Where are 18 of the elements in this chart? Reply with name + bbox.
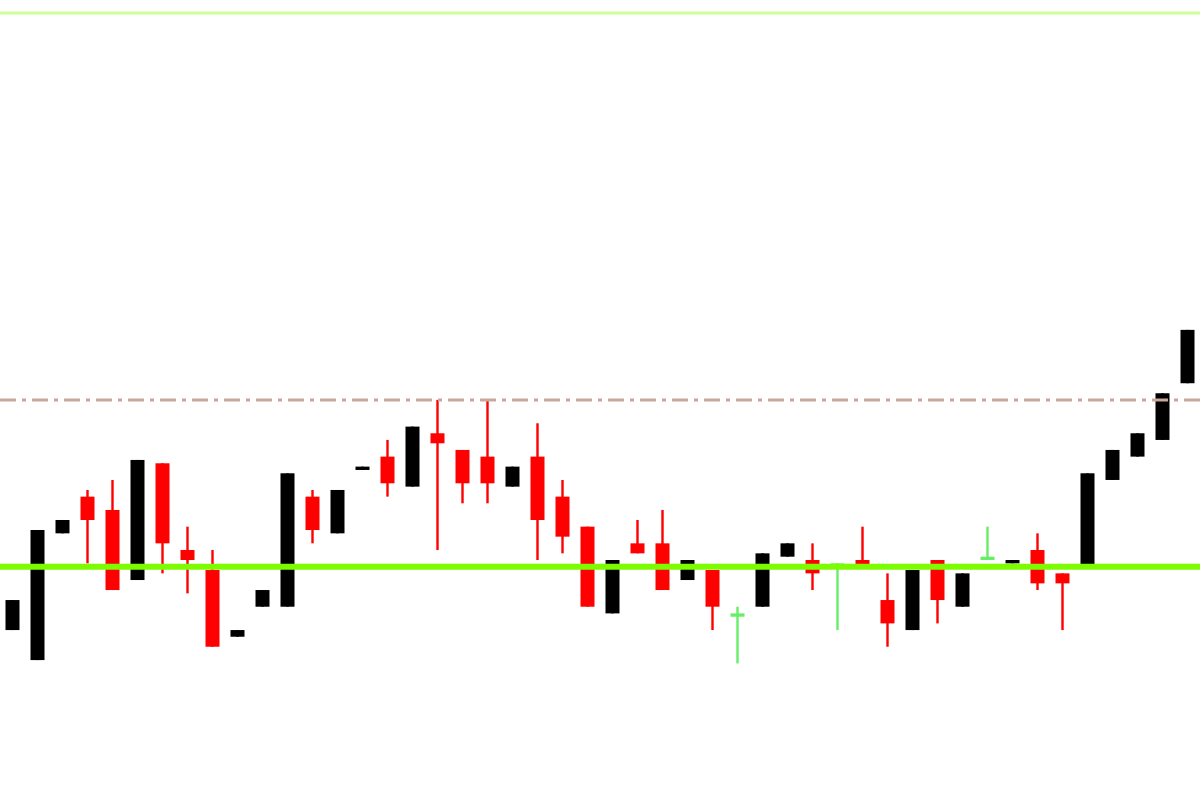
candlestick xyxy=(955,572,970,608)
candlestick xyxy=(880,572,895,648)
candlestick xyxy=(705,568,720,632)
candlestick xyxy=(80,488,95,565)
candlestick xyxy=(630,518,645,555)
candlestick xyxy=(480,398,495,505)
candlestick xyxy=(1105,448,1120,482)
candlestick xyxy=(5,598,20,632)
candlestick xyxy=(430,398,445,552)
candlestick xyxy=(1130,432,1145,458)
candlestick xyxy=(555,478,570,555)
candlestick xyxy=(305,488,320,545)
candlestick xyxy=(1155,392,1170,442)
candlestick xyxy=(180,525,195,595)
candlestick xyxy=(455,448,470,505)
candlestick xyxy=(380,438,395,498)
candlestick xyxy=(1055,572,1070,632)
candlestick xyxy=(730,605,745,665)
